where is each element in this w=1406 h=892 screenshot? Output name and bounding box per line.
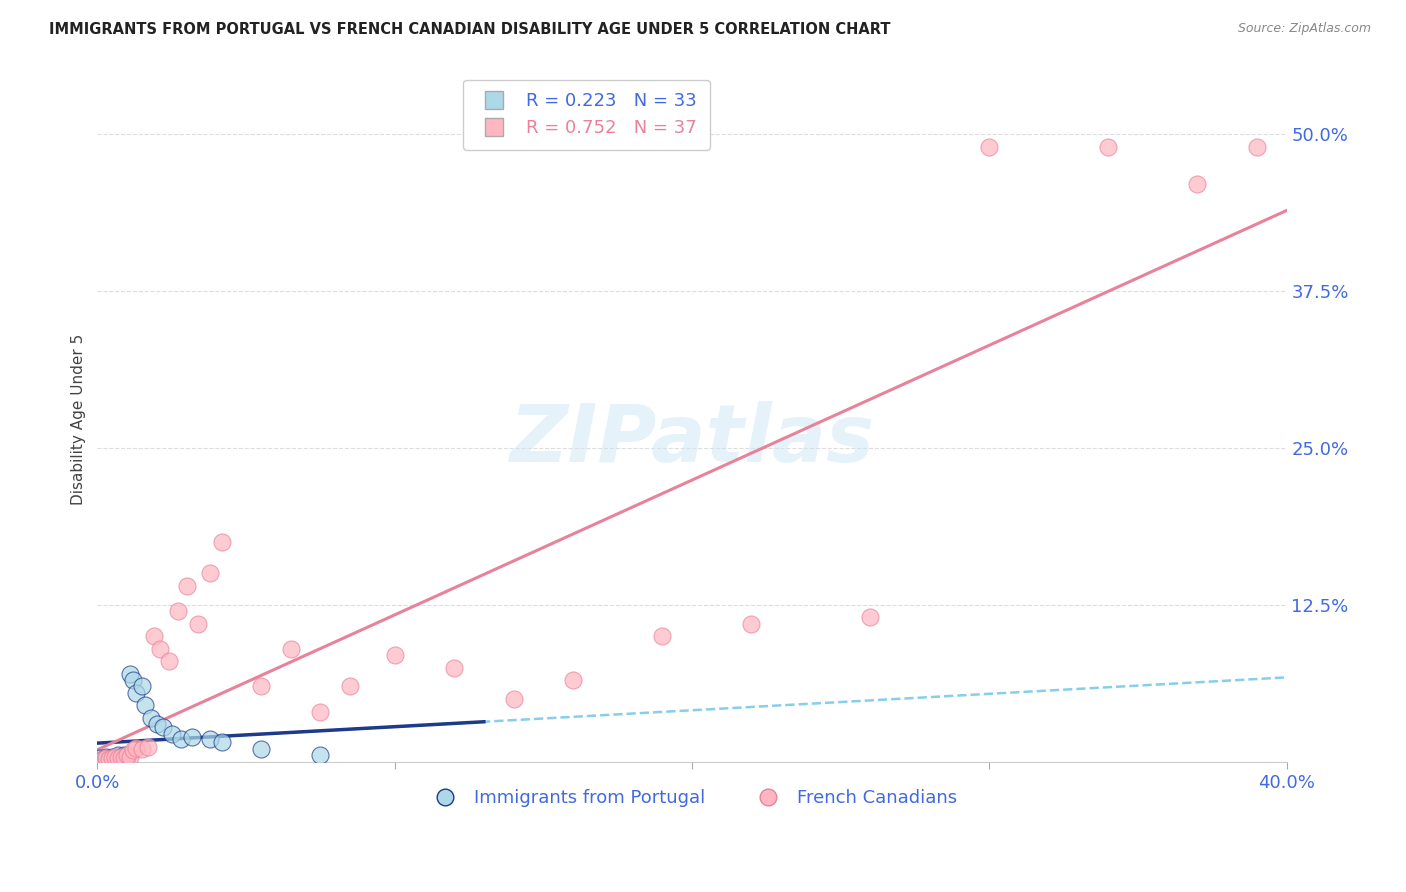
Point bbox=[134, 698, 156, 713]
Point bbox=[96, 751, 118, 765]
Y-axis label: Disability Age Under 5: Disability Age Under 5 bbox=[72, 334, 86, 505]
Point bbox=[98, 752, 121, 766]
Point bbox=[211, 734, 233, 748]
Point bbox=[859, 610, 882, 624]
Point bbox=[562, 673, 585, 688]
Point bbox=[89, 751, 111, 765]
Point bbox=[91, 752, 114, 766]
Point bbox=[110, 749, 132, 764]
Point bbox=[146, 717, 169, 731]
Point bbox=[104, 751, 127, 765]
Point bbox=[120, 666, 142, 681]
Point bbox=[139, 711, 162, 725]
Point bbox=[166, 604, 188, 618]
Point bbox=[502, 692, 524, 706]
Point bbox=[125, 686, 148, 700]
Point bbox=[136, 739, 159, 754]
Point bbox=[176, 579, 198, 593]
Text: Source: ZipAtlas.com: Source: ZipAtlas.com bbox=[1237, 22, 1371, 36]
Point bbox=[740, 616, 762, 631]
Point bbox=[120, 749, 142, 764]
Point bbox=[101, 749, 124, 764]
Point bbox=[96, 751, 118, 765]
Point bbox=[149, 641, 172, 656]
Point bbox=[107, 749, 129, 764]
Point bbox=[250, 680, 273, 694]
Point bbox=[250, 742, 273, 756]
Text: IMMIGRANTS FROM PORTUGAL VS FRENCH CANADIAN DISABILITY AGE UNDER 5 CORRELATION C: IMMIGRANTS FROM PORTUGAL VS FRENCH CANAD… bbox=[49, 22, 891, 37]
Text: ZIPatlas: ZIPatlas bbox=[509, 401, 875, 479]
Point bbox=[1187, 177, 1209, 191]
Point bbox=[115, 748, 138, 763]
Point bbox=[110, 749, 132, 764]
Point bbox=[112, 748, 135, 763]
Point bbox=[131, 742, 153, 756]
Point bbox=[98, 751, 121, 765]
Point bbox=[651, 629, 673, 643]
Point bbox=[101, 751, 124, 765]
Point bbox=[142, 629, 165, 643]
Point bbox=[131, 680, 153, 694]
Point bbox=[110, 751, 132, 765]
Point bbox=[181, 730, 204, 744]
Point bbox=[112, 751, 135, 765]
Point bbox=[309, 705, 332, 719]
Point bbox=[979, 139, 1001, 153]
Point bbox=[187, 616, 209, 631]
Point bbox=[91, 752, 114, 766]
Point bbox=[115, 749, 138, 764]
Point bbox=[169, 732, 191, 747]
Point bbox=[107, 748, 129, 763]
Point bbox=[96, 749, 118, 764]
Point bbox=[122, 673, 145, 688]
Point bbox=[107, 751, 129, 765]
Point bbox=[384, 648, 406, 662]
Point bbox=[122, 743, 145, 757]
Point bbox=[200, 732, 222, 747]
Point bbox=[98, 752, 121, 766]
Legend: Immigrants from Portugal, French Canadians: Immigrants from Portugal, French Canadia… bbox=[419, 782, 965, 814]
Point bbox=[125, 741, 148, 756]
Point bbox=[1246, 139, 1268, 153]
Point bbox=[200, 566, 222, 581]
Point bbox=[101, 751, 124, 765]
Point bbox=[157, 654, 180, 668]
Point bbox=[104, 749, 127, 764]
Point bbox=[160, 727, 183, 741]
Point bbox=[104, 752, 127, 766]
Point bbox=[112, 751, 135, 765]
Point bbox=[280, 641, 302, 656]
Point bbox=[152, 720, 174, 734]
Point bbox=[443, 660, 465, 674]
Point bbox=[339, 680, 361, 694]
Point bbox=[309, 748, 332, 763]
Point bbox=[1097, 139, 1119, 153]
Point bbox=[211, 535, 233, 549]
Point bbox=[115, 748, 138, 763]
